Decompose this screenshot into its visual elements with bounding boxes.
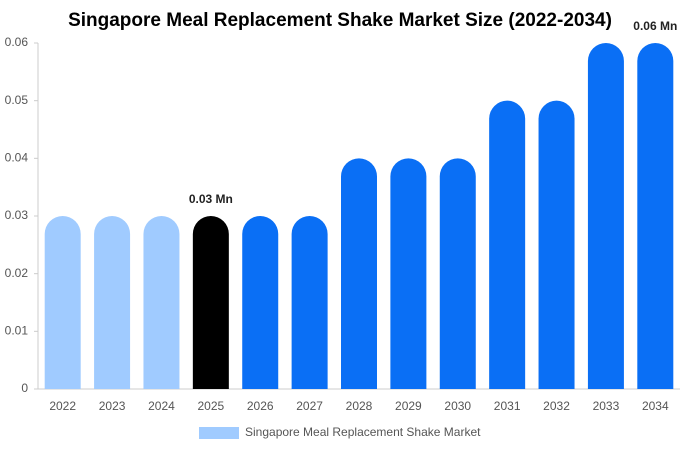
x-tick-label: 2029 bbox=[395, 399, 422, 413]
bar bbox=[242, 216, 279, 389]
value-label: 0.03 Mn bbox=[189, 192, 233, 206]
bar bbox=[538, 100, 575, 389]
y-tick-label: 0.01 bbox=[5, 324, 29, 338]
y-tick-label: 0 bbox=[21, 381, 28, 395]
x-tick-label: 2023 bbox=[99, 399, 126, 413]
bar bbox=[94, 216, 131, 389]
y-tick-label: 0.03 bbox=[5, 208, 29, 222]
x-tick-label: 2034 bbox=[642, 399, 669, 413]
legend-swatch bbox=[199, 427, 239, 439]
y-tick-label: 0.06 bbox=[5, 35, 29, 49]
x-tick-label: 2025 bbox=[197, 399, 224, 413]
x-tick-label: 2033 bbox=[593, 399, 620, 413]
bar bbox=[291, 216, 328, 389]
y-tick-label: 0.05 bbox=[5, 93, 29, 107]
bar bbox=[587, 43, 624, 389]
x-tick-label: 2026 bbox=[247, 399, 274, 413]
value-label: 0.06 Mn bbox=[633, 19, 677, 33]
legend-label: Singapore Meal Replacement Shake Market bbox=[245, 425, 481, 439]
x-tick-label: 2024 bbox=[148, 399, 175, 413]
x-tick-label: 2031 bbox=[494, 399, 521, 413]
bar bbox=[192, 216, 229, 389]
x-tick-label: 2022 bbox=[49, 399, 76, 413]
bar bbox=[341, 158, 377, 389]
x-tick-label: 2032 bbox=[543, 399, 570, 413]
bar bbox=[143, 216, 180, 389]
x-tick-label: 2030 bbox=[444, 399, 471, 413]
bar bbox=[390, 158, 427, 389]
y-tick-label: 0.04 bbox=[5, 151, 29, 165]
bar bbox=[439, 158, 476, 389]
bar bbox=[489, 100, 526, 390]
bar bbox=[637, 43, 674, 389]
x-tick-label: 2027 bbox=[296, 399, 323, 413]
bar bbox=[44, 216, 81, 389]
y-tick-label: 0.02 bbox=[5, 266, 29, 280]
chart-title: Singapore Meal Replacement Shake Market … bbox=[68, 10, 612, 31]
x-tick-label: 2028 bbox=[346, 399, 373, 413]
